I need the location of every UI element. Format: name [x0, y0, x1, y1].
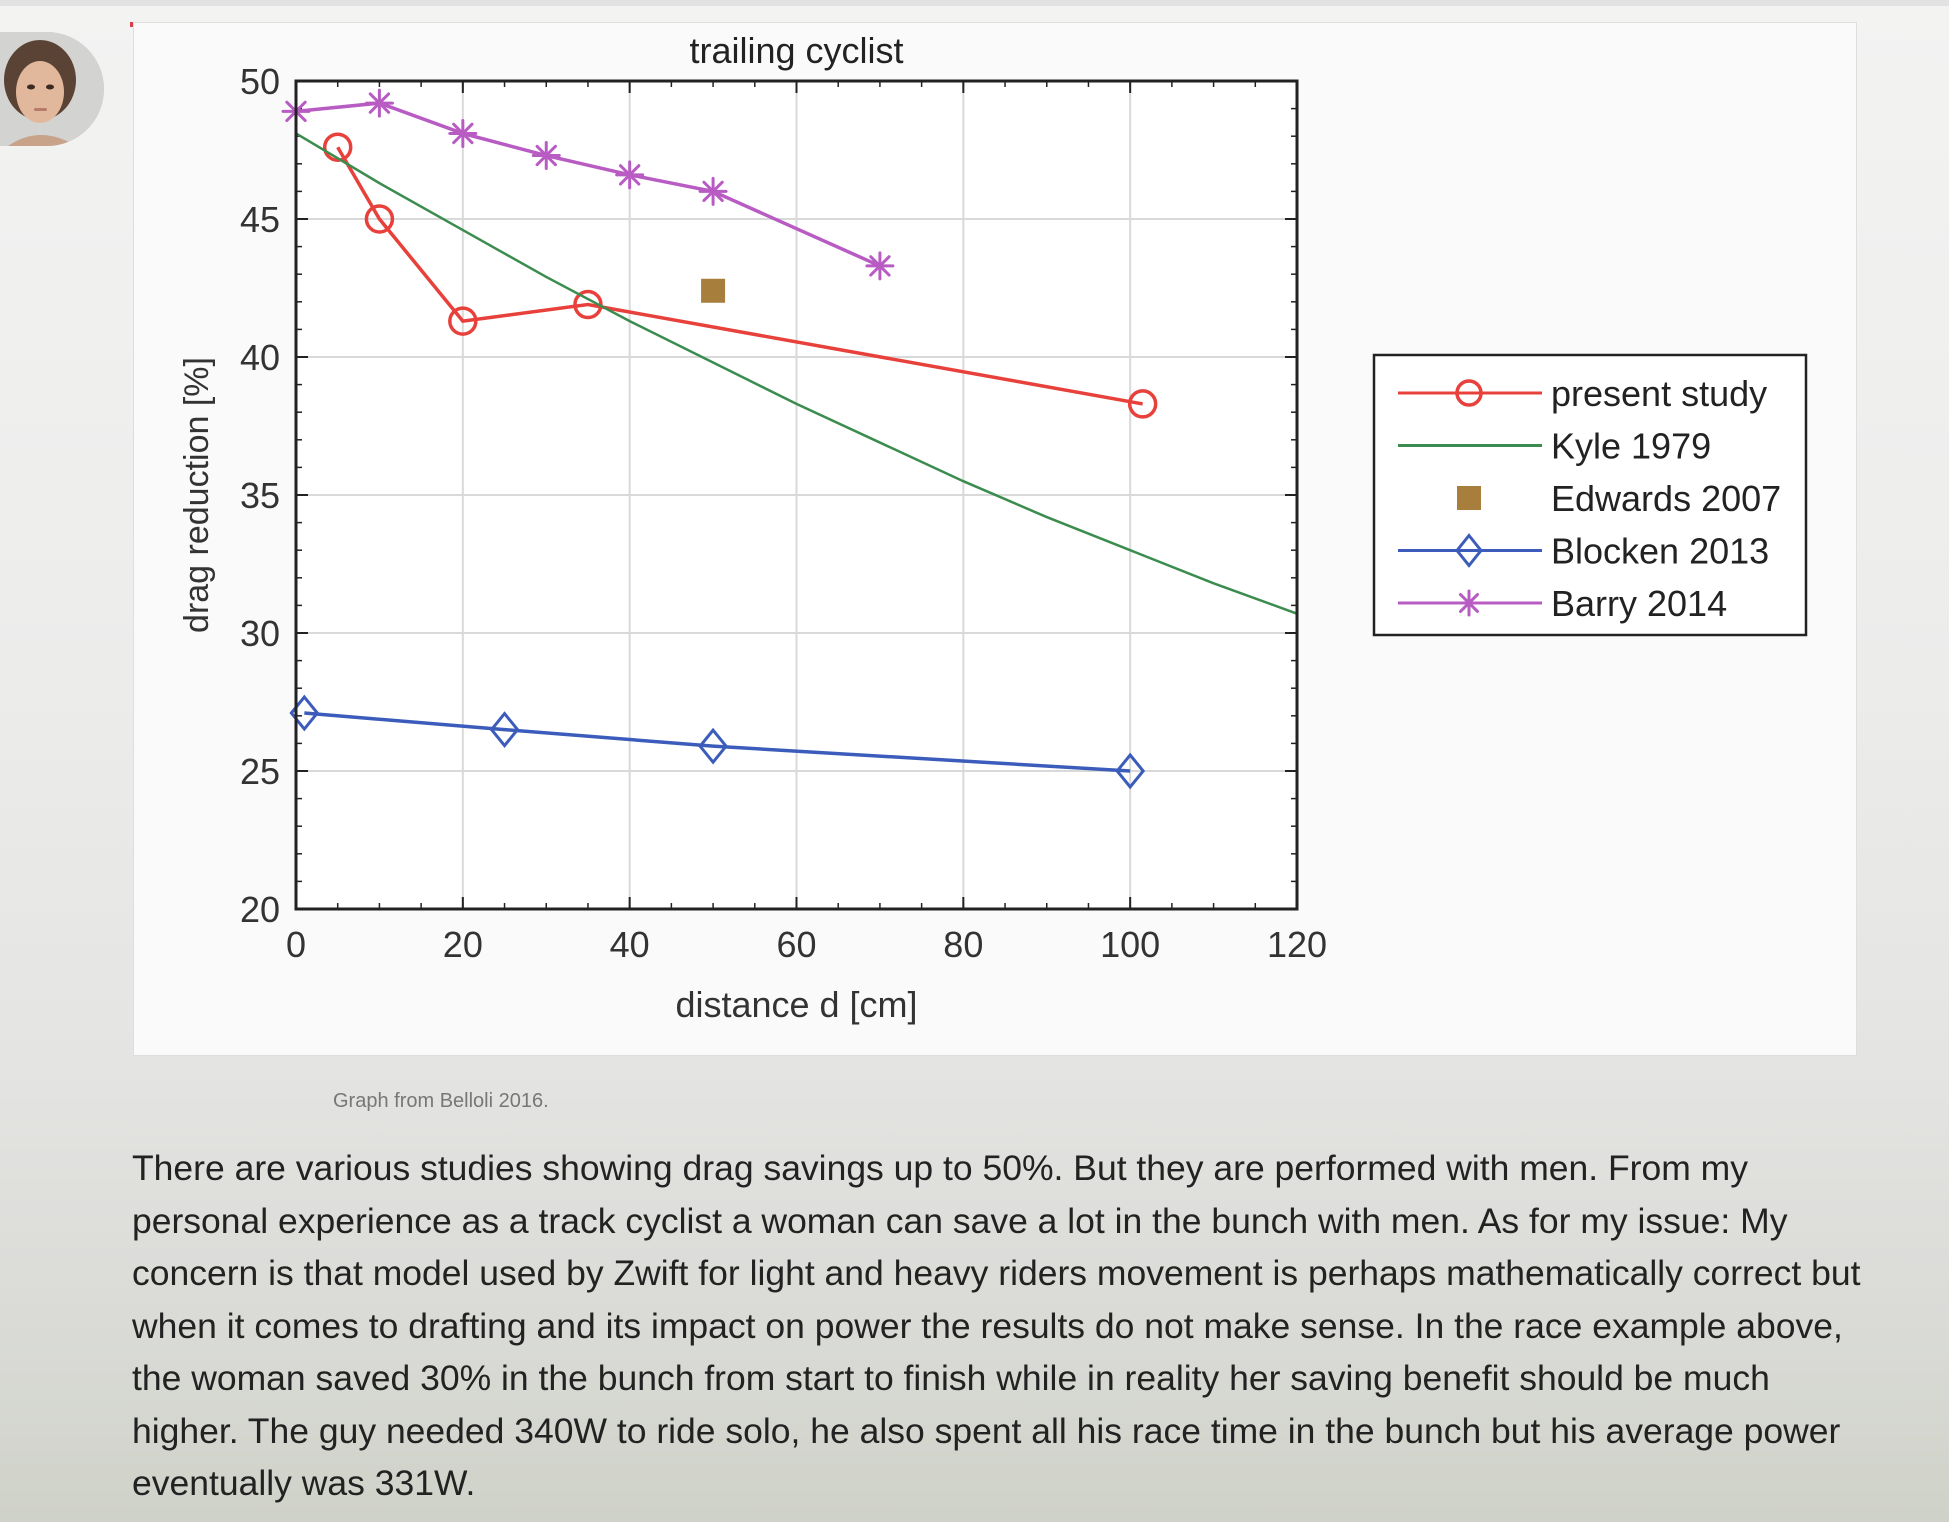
- avatar-image: [0, 32, 104, 146]
- data-point-barry-2014: [615, 160, 645, 190]
- legend-label-present-study: present study: [1551, 373, 1767, 414]
- data-point-edwards-2007: [701, 278, 726, 303]
- y-tick-label: 40: [240, 337, 280, 378]
- y-tick-label: 30: [240, 613, 280, 654]
- data-point-blocken-2013: [489, 711, 520, 748]
- y-tick-label: 45: [240, 199, 280, 240]
- data-point-blocken-2013: [1115, 752, 1146, 790]
- legend: present study Kyle 1979 Edwards 2007 Blocke…: [1372, 353, 1808, 637]
- data-point-blocken-2013: [698, 727, 729, 765]
- y-tick-label: 50: [240, 61, 280, 102]
- x-tick-label: 0: [286, 924, 306, 965]
- data-point-barry-2014: [865, 251, 895, 281]
- legend-marker-barry-2014: [1455, 589, 1483, 617]
- legend-label-barry-2014: Barry 2014: [1551, 583, 1727, 624]
- avatar[interactable]: [0, 32, 104, 146]
- legend-label-blocken-2013: Blocken 2013: [1551, 531, 1769, 572]
- legend-box: [1372, 353, 1808, 637]
- series-line-kyle-1979: [295, 132, 1298, 615]
- x-axis-label: distance d [cm]: [675, 984, 917, 1025]
- legend-marker-blocken-2013: [1455, 533, 1483, 568]
- data-point-barry-2014: [698, 176, 728, 206]
- x-tick-label: 100: [1100, 924, 1160, 965]
- legend-marker-present-study: [1455, 379, 1483, 407]
- y-tick-label: 25: [240, 751, 280, 792]
- x-tick-label: 120: [1267, 924, 1327, 965]
- legend-marker-edwards-2007: [1457, 486, 1481, 510]
- chart-figure: 0 20 40 60 80 100 120 20 25 30 35 40 45 50 trailing cy…: [133, 22, 1857, 1056]
- x-tick-label: 80: [943, 924, 983, 965]
- figure-caption: Graph from Belloli 2016.: [333, 1090, 549, 1112]
- legend-label-edwards-2007: Edwards 2007: [1551, 478, 1781, 519]
- data-point-present-study: [448, 306, 478, 336]
- x-tick-label: 20: [443, 924, 483, 965]
- plot-frame: [294, 79, 1299, 911]
- legend-label-kyle-1979: Kyle 1979: [1551, 426, 1711, 467]
- data-point-present-study: [364, 204, 395, 234]
- data-point-barry-2014: [531, 141, 561, 171]
- chart-title: trailing cyclist: [689, 30, 903, 71]
- y-tick-label: 35: [240, 475, 280, 516]
- data-point-present-study: [322, 132, 353, 162]
- data-point-present-study: [1127, 389, 1158, 419]
- data-point-barry-2014: [364, 88, 394, 118]
- x-tick-label: 40: [610, 924, 650, 965]
- top-strip: [0, 0, 1949, 6]
- x-tick-label: 60: [776, 924, 816, 965]
- y-axis-label: drag reduction [%]: [178, 357, 216, 633]
- series-line-blocken-2013: [304, 711, 1131, 773]
- y-tick-label: 20: [240, 889, 280, 930]
- post-body-text: There are various studies showing drag s…: [132, 1148, 1861, 1503]
- data-point-barry-2014: [448, 118, 478, 148]
- series-line-present-study: [336, 146, 1143, 406]
